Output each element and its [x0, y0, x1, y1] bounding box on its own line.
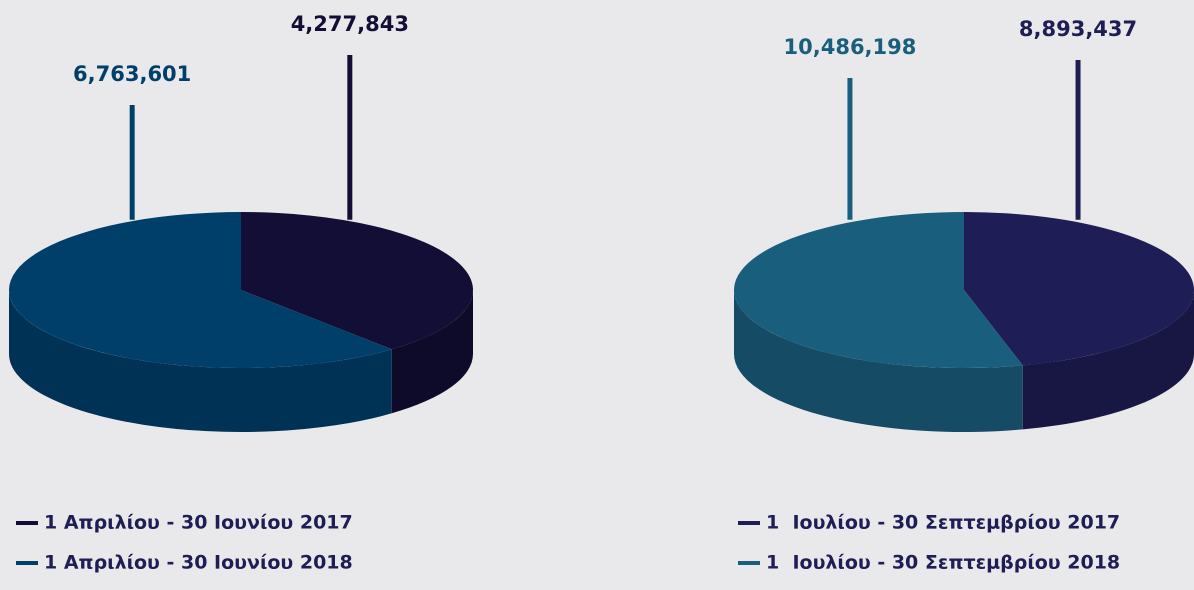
pie-slice: [734, 212, 1023, 369]
legend-label: 1 Ιουλίου - 30 Σεπτεμβρίου 2017: [766, 512, 1120, 534]
legend-label: 1 Απριλίου - 30 Ιουνίου 2018: [44, 552, 353, 574]
value-label: 10,486,198: [784, 35, 917, 59]
pie-side: [391, 290, 473, 414]
pie-slice: [241, 212, 473, 350]
pie-side: [9, 290, 392, 432]
pie-side: [733, 290, 1023, 432]
value-label: 8,893,437: [1019, 17, 1137, 41]
legend-label: 1 Ιουλίου - 30 Σεπτεμβρίου 2018: [766, 552, 1120, 574]
value-label: 6,763,601: [73, 62, 191, 86]
value-label: 4,277,843: [291, 12, 409, 36]
pie-side: [1022, 290, 1194, 430]
legend-label: 1 Απριλίου - 30 Ιουνίου 2017: [44, 512, 353, 534]
pie-slice: [964, 212, 1194, 366]
pie-slice: [9, 211, 392, 368]
